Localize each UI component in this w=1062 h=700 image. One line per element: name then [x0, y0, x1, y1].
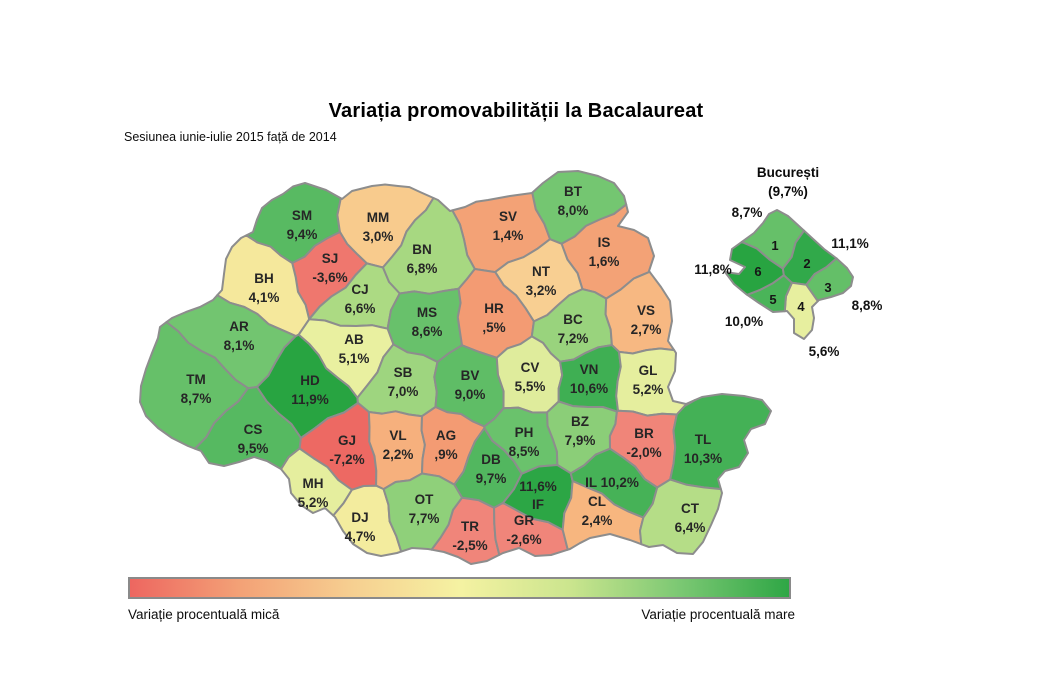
county-label-SV: SV 1,4%: [493, 209, 524, 243]
legend-label-high: Variație procentuală mare: [641, 607, 795, 622]
county-label-TL: TL 10,3%: [684, 432, 722, 466]
bucharest-sector-3-value-label: 8,8%: [852, 298, 883, 313]
county-label-BV: BV 9,0%: [455, 368, 486, 402]
county-label-NT: NT 3,2%: [526, 264, 557, 298]
county-label-BH: BH 4,1%: [249, 271, 280, 305]
county-label-AB: AB 5,1%: [339, 332, 370, 366]
bucharest-sector-4-value-label: 5,6%: [809, 344, 840, 359]
county-label-CL: CL 2,4%: [582, 494, 613, 528]
bucharest-sector-1-value-label: 8,7%: [732, 205, 763, 220]
county-region-CS: [194, 386, 302, 471]
chart-subtitle: Sesiunea iunie-iulie 2015 față de 2014: [124, 130, 337, 144]
county-label-MS: MS 8,6%: [412, 305, 443, 339]
county-label-SJ: SJ -3,6%: [312, 251, 347, 285]
county-label-OT: OT 7,7%: [409, 492, 440, 526]
bucharest-sector-3-region: [805, 257, 854, 303]
county-label-HD: HD 11,9%: [291, 373, 329, 407]
county-label-TM: TM 8,7%: [181, 372, 212, 406]
counties-layer: SM 9,4% MM 3,0% BT 8,0% SV 1,4% IS 1,6% BN 6,8% SJ -3…: [139, 170, 772, 565]
county-label-CV: CV 5,5%: [515, 360, 546, 394]
chart-title: Variația promovabilității la Bacalaureat: [328, 100, 704, 122]
county-label-GL: GL 5,2%: [633, 363, 664, 397]
county-label-GR: GR -2,6%: [506, 513, 541, 547]
county-label-IS: IS 1,6%: [589, 235, 620, 269]
county-label-MM: MM 3,0%: [363, 210, 394, 244]
county-label-BZ: BZ 7,9%: [565, 414, 596, 448]
county-label-VS: VS 2,7%: [631, 303, 662, 337]
bucharest-sector-1-number: 1: [771, 238, 778, 253]
bucharest-sector-5-number: 5: [769, 292, 776, 307]
county-label-VL: VL 2,2%: [383, 428, 414, 462]
county-label-IL: IL 10,2%: [585, 475, 639, 490]
county-label-CJ: CJ 6,6%: [345, 282, 376, 316]
county-label-CT: CT 6,4%: [675, 501, 706, 535]
county-label-HR: HR ,5%: [482, 301, 505, 335]
legend-label-low: Variație procentuală mică: [128, 607, 280, 622]
bucharest-sector-5-value-label: 10,0%: [725, 314, 763, 329]
county-region-TL: [669, 393, 772, 491]
county-label-CS: CS 9,5%: [238, 422, 269, 456]
county-label-DJ: DJ 4,7%: [345, 510, 376, 544]
county-label-PH: PH 8,5%: [509, 425, 540, 459]
county-label-AG: AG ,9%: [434, 428, 457, 462]
county-label-BN: BN 6,8%: [407, 242, 438, 276]
bucharest-sector-2-number: 2: [803, 256, 810, 271]
bucharest-sector-3-number: 3: [824, 280, 831, 295]
bucharest-inset-layer: 1 8,7% 2 11,1% 3 8,8% 4 5,6% 5 10,0% 6 11,8% Bucureș…: [694, 165, 882, 359]
legend-gradient-bar: [128, 577, 791, 599]
county-label-GJ: GJ -7,2%: [329, 433, 364, 467]
county-label-MH: MH 5,2%: [298, 476, 329, 510]
bucharest-sector-6-value-label: 11,8%: [694, 262, 732, 277]
county-label-BR: BR -2,0%: [626, 426, 661, 460]
county-label-TR: TR -2,5%: [452, 519, 487, 553]
bucharest-sector-6-region: [724, 240, 785, 296]
bucharest-inset-title: București: [757, 165, 819, 180]
bucharest-sector-2-value-label: 11,1%: [831, 236, 869, 251]
county-label-IF: 11,6% IF: [519, 479, 557, 512]
county-label-VN: VN 10,6%: [570, 362, 608, 396]
bucharest-sector-6-number: 6: [754, 264, 761, 279]
county-label-BT: BT 8,0%: [558, 184, 589, 218]
county-region-MH: [280, 447, 353, 517]
county-label-SB: SB 7,0%: [388, 365, 419, 399]
county-label-AR: AR 8,1%: [224, 319, 255, 353]
county-region-CL: [561, 480, 645, 551]
county-region-CT: [639, 478, 723, 555]
bucharest-sector-4-number: 4: [797, 299, 805, 314]
bucharest-inset-value: (9,7%): [768, 184, 808, 199]
county-label-BC: BC 7,2%: [558, 312, 589, 346]
county-label-SM: SM 9,4%: [287, 208, 318, 242]
county-label-DB: DB 9,7%: [476, 452, 507, 486]
